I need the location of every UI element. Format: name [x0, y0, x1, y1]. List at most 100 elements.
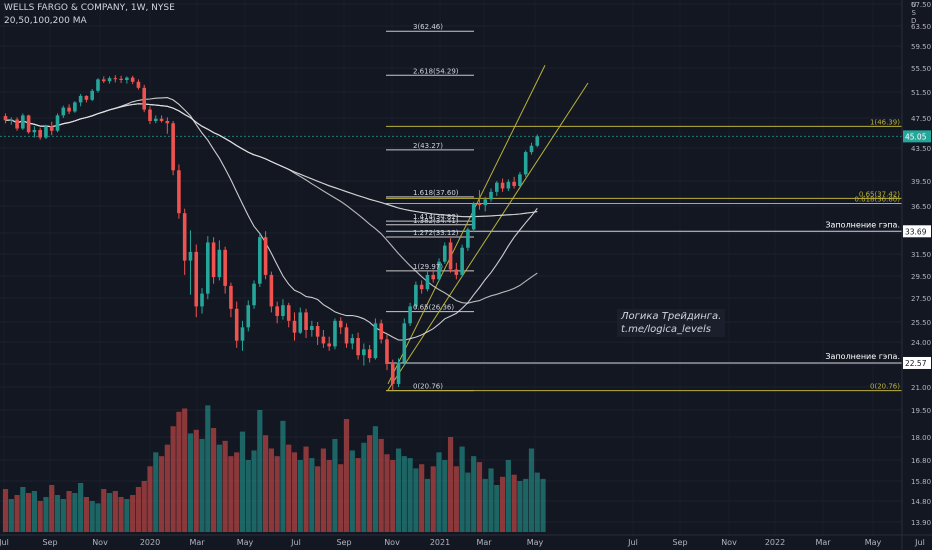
candle-body — [523, 152, 528, 175]
fib-level-label: 2.618(54.29) — [413, 67, 459, 75]
candle-body — [177, 170, 181, 214]
volume-bar — [395, 448, 402, 532]
y-tick-label: 63.50 — [911, 23, 931, 31]
volume-bar — [407, 458, 413, 532]
price-channel — [387, 65, 589, 391]
volume-bar — [83, 497, 90, 532]
volume-bar — [280, 420, 286, 532]
candle-body — [518, 174, 522, 186]
candle-body — [252, 283, 256, 306]
volume-bar — [523, 478, 529, 532]
candle-body — [101, 79, 106, 82]
volume-bar — [361, 442, 367, 532]
last-price-badge-bg — [903, 130, 931, 143]
x-tick-label: Jul — [914, 538, 925, 547]
gap-level-label: Заполнение гэпа. — [825, 220, 900, 229]
currency-label: U S D — [911, 1, 917, 25]
volume-bar — [170, 426, 176, 532]
volume-bar — [37, 501, 43, 532]
volume-bar — [413, 468, 419, 532]
y-tick-label: 24.00 — [911, 339, 931, 347]
volume-bar — [482, 478, 488, 532]
volume-bar — [499, 476, 506, 532]
symbol-title: WELLS FARGO & COMPANY, 1W, NYSE — [4, 3, 175, 13]
volume-bar — [158, 456, 165, 532]
right-level-label: 0.618(36.80) — [854, 196, 900, 204]
candle-body — [379, 323, 383, 340]
candle-body — [483, 199, 488, 206]
volume-bar — [251, 450, 257, 532]
x-axis[interactable]: Jul Sep Nov 2020 Mar May Jul Sep Nov 2021 Mar May Ju… — [0, 534, 932, 547]
x-tick-label: May — [865, 538, 882, 547]
x-tick-label: Mar — [189, 538, 205, 547]
volume-bar — [66, 491, 72, 532]
price-badge-upper: 33.69 — [905, 227, 927, 236]
y-tick-label: 51.50 — [911, 89, 931, 97]
y-tick-label: 14.80 — [911, 498, 931, 506]
candle-body — [269, 274, 274, 307]
candle-body — [356, 338, 360, 356]
fib-level-label: 2(43.27) — [413, 142, 443, 150]
candle-body — [153, 118, 158, 121]
ma-200-line — [5, 103, 538, 218]
candle-body — [78, 95, 83, 103]
candle-body — [529, 145, 534, 153]
volume-bar — [147, 466, 153, 532]
volume-bar — [257, 410, 263, 532]
x-tick-label: May — [527, 538, 544, 547]
volume-bar — [78, 483, 84, 532]
y-axis[interactable]: 67.50 63.50 59.50 55.50 51.50 47.50 43.50 39.50… — [901, 0, 932, 550]
volume-bar — [222, 440, 228, 532]
candle-body — [344, 327, 349, 344]
volume-bar — [291, 452, 298, 532]
volume-bar — [517, 481, 523, 532]
volume-bar — [89, 501, 95, 532]
x-tick-label: 2022 — [765, 538, 785, 547]
candle-body — [506, 181, 511, 189]
level-lines — [0, 30, 902, 392]
candle-body — [229, 285, 233, 309]
x-tick-label: Sep — [42, 538, 57, 547]
candle-body — [390, 364, 395, 384]
candle-body — [211, 242, 216, 278]
x-tick-label: Jul — [627, 538, 638, 547]
candle-body — [3, 116, 8, 121]
volume-bar — [239, 431, 246, 532]
volume-bar — [124, 499, 130, 532]
channel-lower — [387, 82, 589, 391]
candle-body — [119, 78, 123, 80]
fib-level-label: 1.414(34.82) — [413, 213, 459, 221]
candle-body — [402, 323, 407, 363]
volume-bar — [106, 493, 113, 532]
volume-bar — [540, 478, 546, 532]
fib-level-label: 1.618(37.60) — [413, 189, 459, 197]
volume-bar — [8, 499, 14, 532]
candle-body — [125, 77, 129, 80]
ma-100-line — [5, 103, 538, 218]
candle-body — [442, 245, 447, 262]
volume-bar — [315, 466, 321, 532]
candle-body — [408, 306, 412, 324]
volume-bar — [436, 452, 442, 532]
candle-body — [142, 87, 147, 110]
candle-body — [206, 242, 210, 294]
candle-body — [500, 182, 505, 189]
candle-body — [512, 181, 516, 186]
x-tick-label: Jul — [0, 538, 9, 547]
candle-body — [84, 95, 89, 100]
price-badge-upper-bg — [903, 225, 931, 238]
candle-body — [460, 247, 464, 275]
volume-bar — [182, 408, 188, 532]
volume-bar — [401, 456, 407, 532]
candle-body — [38, 130, 42, 138]
ma-legend[interactable]: 20,50,100,200 MA — [4, 16, 87, 26]
candle-body — [159, 118, 164, 121]
y-tick-label: 25.50 — [911, 319, 931, 327]
candle-body — [171, 123, 175, 171]
candle-body — [338, 320, 343, 328]
y-tick-label: 27.50 — [911, 295, 931, 303]
candle-body — [362, 349, 366, 356]
volume-bar — [234, 452, 240, 532]
candle-body — [61, 107, 66, 116]
